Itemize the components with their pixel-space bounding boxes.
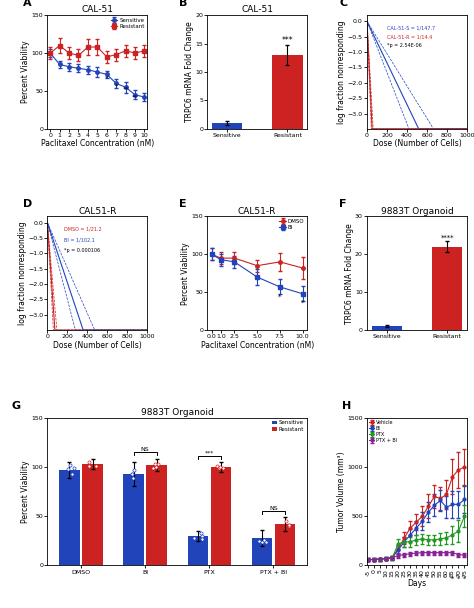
Point xyxy=(198,531,206,541)
Bar xyxy=(275,524,295,565)
Point xyxy=(282,516,290,526)
Point xyxy=(213,461,221,471)
Legend: DMSO, BI: DMSO, BI xyxy=(279,219,304,230)
Legend: Vehicle, BI, PTX, PTX + BI: Vehicle, BI, PTX, PTX + BI xyxy=(369,420,397,443)
Point xyxy=(64,464,72,474)
X-axis label: Dose (Number of Cells): Dose (Number of Cells) xyxy=(53,340,142,350)
Text: *: * xyxy=(457,576,460,582)
Text: *: * xyxy=(115,83,118,88)
Text: *: * xyxy=(463,576,466,582)
Text: ****: **** xyxy=(440,235,454,241)
Bar xyxy=(146,465,167,565)
Text: **: ** xyxy=(132,95,138,100)
Point xyxy=(86,457,93,467)
Text: *: * xyxy=(105,75,109,81)
Bar xyxy=(82,464,103,565)
Point xyxy=(151,459,159,469)
Text: B: B xyxy=(179,0,188,8)
Text: ***: *** xyxy=(205,451,214,455)
X-axis label: Days: Days xyxy=(407,579,427,588)
Text: **: ** xyxy=(122,87,129,92)
Point xyxy=(128,469,136,478)
Text: BI = 1/102.1: BI = 1/102.1 xyxy=(64,237,95,242)
Bar xyxy=(252,538,272,565)
Point xyxy=(261,534,268,544)
Point xyxy=(130,465,137,475)
X-axis label: Dose (Number of Cells): Dose (Number of Cells) xyxy=(373,139,461,148)
Point xyxy=(217,462,224,472)
Text: *p = 0.000106: *p = 0.000106 xyxy=(64,247,100,253)
Bar xyxy=(372,326,402,330)
Point xyxy=(150,463,157,473)
Point xyxy=(70,463,77,473)
Text: A: A xyxy=(23,0,32,8)
Bar xyxy=(210,467,231,565)
Text: *: * xyxy=(301,300,304,306)
Text: *: * xyxy=(451,576,454,582)
Text: ***: *** xyxy=(282,36,293,45)
Text: G: G xyxy=(11,401,20,411)
Point xyxy=(258,537,266,547)
Point xyxy=(85,461,92,471)
Point xyxy=(154,460,162,469)
Text: D: D xyxy=(23,199,33,209)
Title: CAL51-R: CAL51-R xyxy=(238,207,276,216)
Point xyxy=(66,460,74,470)
Legend: Sensitive, Resistant: Sensitive, Resistant xyxy=(272,420,304,432)
Text: *p = 2.54E-06: *p = 2.54E-06 xyxy=(387,43,422,49)
Point xyxy=(285,520,292,530)
Title: 9883T Organoid: 9883T Organoid xyxy=(381,207,453,216)
Bar xyxy=(123,474,144,565)
Title: CAL-51: CAL-51 xyxy=(241,5,273,15)
Title: CAL-51: CAL-51 xyxy=(82,5,113,15)
Point xyxy=(215,463,223,473)
Text: NS: NS xyxy=(141,447,149,452)
Bar xyxy=(188,536,208,565)
Y-axis label: Percent Viability: Percent Viability xyxy=(21,460,30,523)
Y-axis label: Tumor Volume (mm³): Tumor Volume (mm³) xyxy=(337,451,346,532)
Bar xyxy=(272,55,302,129)
Point xyxy=(285,521,292,531)
Text: CAL-51-R = 1/14.4: CAL-51-R = 1/14.4 xyxy=(387,34,432,40)
Text: F: F xyxy=(339,199,346,209)
Title: 9883T Organoid: 9883T Organoid xyxy=(141,408,214,417)
Y-axis label: Percent Viability: Percent Viability xyxy=(181,242,190,305)
Text: H: H xyxy=(342,401,351,411)
Point xyxy=(86,461,93,471)
Text: C: C xyxy=(339,0,347,8)
Point xyxy=(68,469,75,479)
Bar xyxy=(212,123,242,129)
Point xyxy=(152,463,159,472)
X-axis label: Paclitaxel Concentration (nM): Paclitaxel Concentration (nM) xyxy=(201,340,314,350)
Text: E: E xyxy=(179,199,187,209)
Point xyxy=(92,461,100,471)
Text: CAL-51-S = 1/147.7: CAL-51-S = 1/147.7 xyxy=(387,25,435,30)
Y-axis label: Percent Viability: Percent Viability xyxy=(21,41,30,103)
Text: NS: NS xyxy=(269,506,278,511)
X-axis label: Paclitaxel Concentration (nM): Paclitaxel Concentration (nM) xyxy=(41,139,154,148)
Title: CAL51-R: CAL51-R xyxy=(78,207,117,216)
Point xyxy=(262,537,270,547)
Point xyxy=(198,534,206,544)
Point xyxy=(197,528,204,538)
Bar xyxy=(59,470,80,565)
Point xyxy=(128,469,136,479)
Text: DMSO = 1/21.2: DMSO = 1/21.2 xyxy=(64,226,102,231)
Point xyxy=(255,536,263,545)
Bar xyxy=(432,247,462,330)
Text: *: * xyxy=(278,293,282,299)
Y-axis label: log fraction nonresponding: log fraction nonresponding xyxy=(18,221,27,325)
Y-axis label: TRPC6 mRNA Fold Change: TRPC6 mRNA Fold Change xyxy=(185,22,194,122)
Point xyxy=(219,463,226,473)
Point xyxy=(285,520,293,530)
Legend: Sensitive, Resistant: Sensitive, Resistant xyxy=(111,18,145,29)
Y-axis label: log fraction nonresponding: log fraction nonresponding xyxy=(337,20,346,124)
Point xyxy=(190,533,198,543)
Point xyxy=(129,473,137,483)
Y-axis label: TRPC6 mRNA Fold Change: TRPC6 mRNA Fold Change xyxy=(345,223,354,323)
